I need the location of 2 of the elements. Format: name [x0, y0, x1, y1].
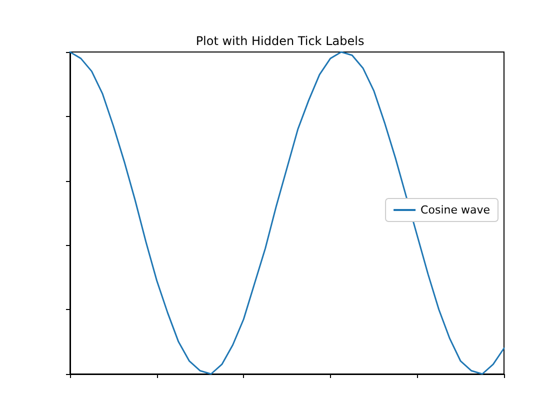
- legend-label: Cosine wave: [420, 204, 490, 216]
- chart-title: Plot with Hidden Tick Labels: [196, 34, 364, 48]
